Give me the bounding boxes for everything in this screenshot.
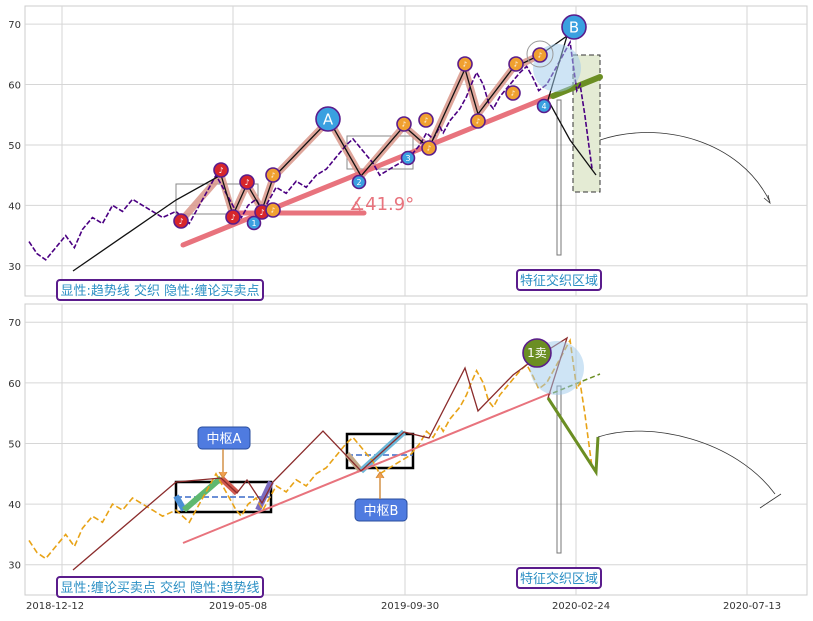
bottom-y-tick-label: 60: [8, 379, 21, 390]
top-red-mark-1-circle: [213, 162, 229, 178]
bottom-pivot-a-label-arrowhead: [218, 471, 228, 479]
top-panel: 3040506070♪♪♪♪♪♪♪♪♪♪♪♪♪♪♪1234AB∡41.9°特征交…: [8, 5, 808, 301]
top-buy-point-2-circle: [351, 174, 367, 190]
top-angle-label: ∡41.9°: [349, 194, 414, 215]
top-region-label-box: [516, 269, 602, 291]
top-buy-point-1: 1: [251, 219, 256, 228]
top-red-mark-0: ♪: [178, 217, 183, 226]
top-orange-mark-6: ♪: [476, 117, 480, 125]
bottom-plot-area: [24, 303, 808, 596]
bottom-sell-point-circle: [522, 338, 552, 368]
top-buy-point-4-circle: [536, 98, 552, 114]
top-y-tick-label: 50: [8, 141, 21, 152]
bottom-x-tick-label: 2020-02-24: [552, 601, 610, 612]
top-orange-mark-6-circle: [470, 113, 486, 129]
top-y-tick-label: 70: [8, 20, 21, 31]
top-red-mark-0-circle: [173, 213, 189, 229]
bottom-pivot-b-label: 中枢B: [364, 504, 399, 519]
bottom-sell-point: 1卖: [527, 346, 547, 360]
bottom-y-tick-label: 50: [8, 439, 21, 450]
bottom-legend-box: [56, 576, 264, 598]
bottom-olive-leg: [546, 397, 600, 477]
top-legend: 显性:趋势线 交织 隐性:缠论买卖点: [60, 283, 259, 299]
top-orange-mark-8: ♪: [514, 60, 518, 68]
top-buy-point-4: 4: [541, 102, 546, 111]
top-red-mark-2-circle: [225, 209, 241, 225]
bottom-trend-line: [182, 392, 552, 544]
bottom-x-tick-label: 2019-05-08: [209, 601, 267, 612]
bottom-legend: 显性:缠论买卖点 交织 隐性:趋势线: [60, 580, 259, 596]
top-orange-mark-9: ♪: [538, 51, 542, 59]
bottom-x-tick-label: 2019-09-30: [381, 601, 439, 612]
top-red-mark-2: ♪: [230, 213, 235, 222]
bottom-region-label-box: [516, 567, 602, 589]
top-orange-mark-0: ♪: [271, 171, 275, 179]
top-orange-mark-4-circle: [418, 112, 434, 128]
top-point-a-circle: [315, 106, 341, 132]
bottom-forecast-arc: [597, 430, 776, 495]
bottom-forecast-tick: [759, 493, 782, 509]
bottom-y-tick-label: 70: [8, 318, 21, 329]
top-y-tick-label: 60: [8, 81, 21, 92]
top-y-tick-label: 40: [8, 201, 21, 212]
top-forecast-arc: [599, 132, 771, 203]
top-forecast-arrowhead: [763, 194, 771, 205]
top-buy-point-3-circle: [400, 150, 416, 166]
bottom-x-tick-label: 2020-07-13: [723, 601, 781, 612]
top-point-b: B: [569, 18, 579, 36]
bottom-pivot-a-label: 中枢A: [207, 432, 242, 447]
top-legend-box: [56, 279, 264, 301]
top-buy-point-2: 2: [356, 178, 361, 187]
bottom-y-tick-label: 30: [8, 561, 21, 572]
top-orange-mark-4: ♪: [424, 116, 428, 124]
top-red-mark-1: ♪: [218, 166, 223, 175]
bottom-pivot-a-label-box: [197, 426, 251, 450]
top-orange-mark-9-circle: [532, 47, 548, 63]
top-buy-point-1-circle: [246, 215, 262, 231]
bottom-x-tick-label: 2018-12-12: [26, 601, 84, 612]
top-orange-mark-1-circle: [265, 202, 281, 218]
top-red-mark-4: ♪: [259, 208, 264, 217]
top-orange-mark-3-circle: [421, 140, 437, 156]
top-region-label: 特征交织区域: [520, 273, 598, 289]
bottom-pivot-b-label-arrowhead: [375, 471, 385, 479]
top-orange-mark-0-circle: [265, 167, 281, 183]
bottom-stroke-skeleton: [72, 336, 599, 571]
top-trend-line: [180, 93, 554, 248]
top-orange-mark-1: ♪: [271, 206, 275, 214]
top-orange-mark-2: ♪: [402, 120, 406, 128]
top-orange-mark-2-circle: [396, 116, 412, 132]
top-orange-mark-8-circle: [508, 56, 524, 72]
top-orange-mark-5-circle: [457, 56, 473, 72]
top-red-mark-3-circle: [239, 174, 255, 190]
top-orange-mark-5: ♪: [463, 60, 467, 68]
bottom-y-tick-label: 40: [8, 500, 21, 511]
bottom-pivot-b-label-box: [354, 498, 408, 522]
top-red-mark-3: ♪: [244, 178, 249, 187]
bottom-panel: 30 40 50 60 70 2018-12-12 2019-05-08 2019-09-30…: [8, 303, 808, 612]
top-orange-mark-7: ♪: [511, 89, 515, 97]
top-y-tick-label: 30: [8, 262, 21, 273]
bottom-seg-green-a: [182, 475, 223, 513]
top-point-b-circle: [561, 14, 587, 40]
top-point-a: A: [323, 110, 334, 128]
top-orange-mark-7-circle: [505, 85, 521, 101]
top-price-line: [28, 39, 593, 261]
top-buy-point-3: 3: [405, 154, 410, 163]
top-spike-bar: [556, 99, 562, 256]
top-orange-mark-3: ♪: [427, 144, 431, 152]
top-halo-ring: [526, 40, 554, 68]
bottom-region-label: 特征交织区域: [520, 571, 598, 587]
